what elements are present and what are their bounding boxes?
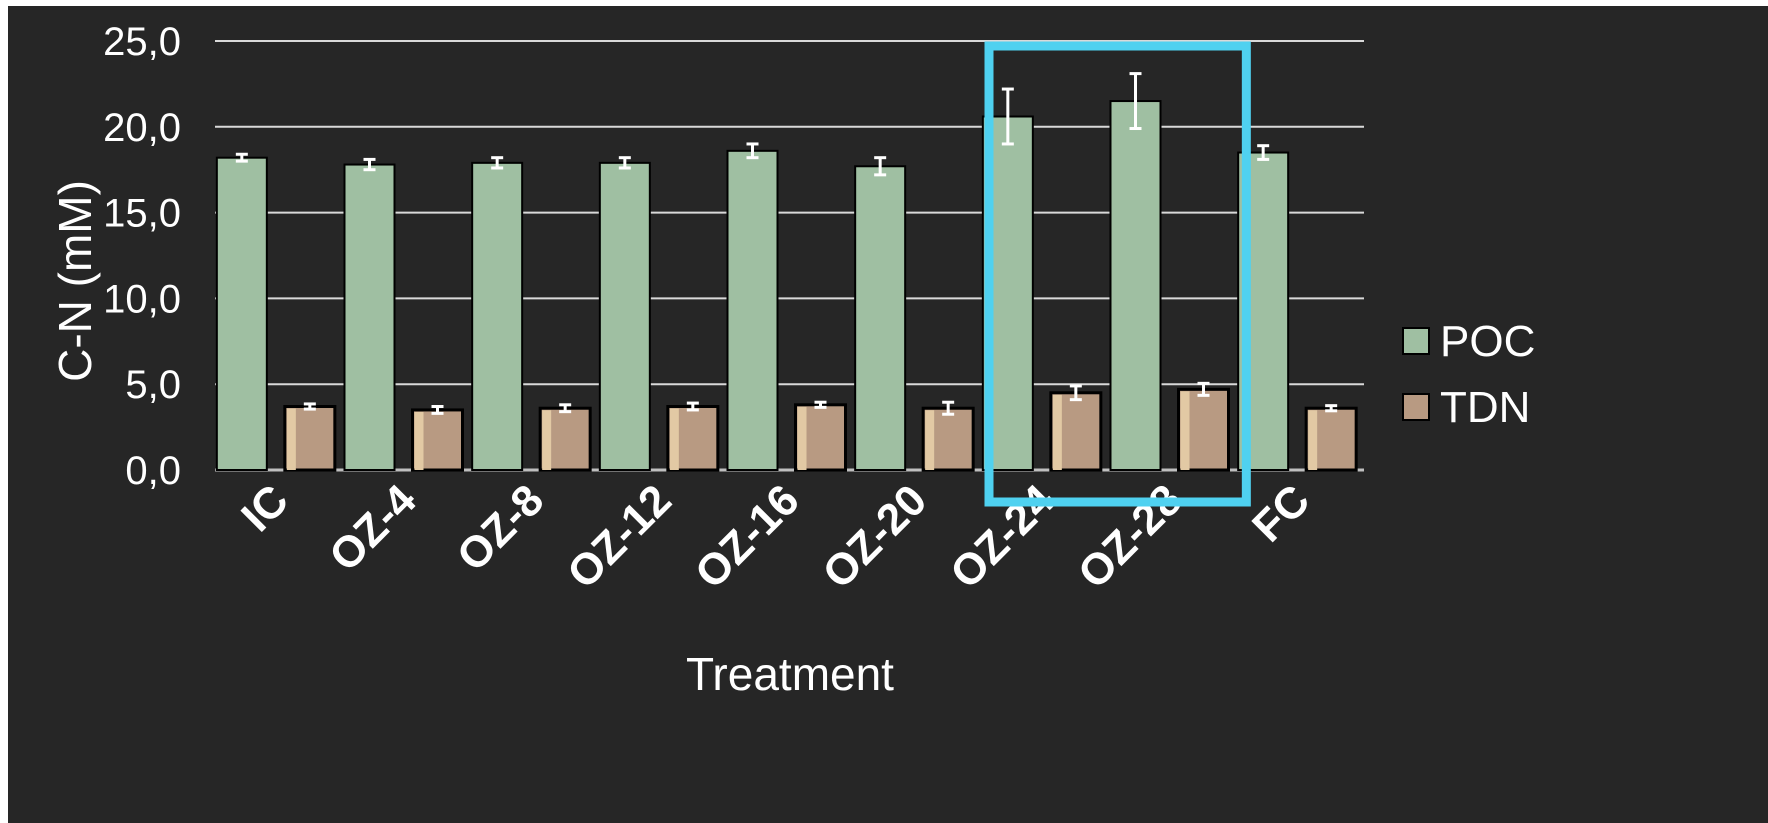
bar-chart: 0,05,010,015,020,025,0 IC OZ-4 OZ-8 OZ-12 OZ… [49,20,1535,700]
y-tick-label: 0,0 [125,449,181,493]
error-bar [1069,384,1082,402]
bar-tdn-shading [1180,391,1190,470]
bar-tdn-shading [925,410,935,470]
legend-swatch-poc [1402,327,1430,355]
error-bar [431,405,444,415]
error-bar [235,152,248,163]
bar-tdn-shading [1308,410,1318,470]
error-bar [491,156,504,170]
y-tick-label: 20,0 [103,106,181,150]
error-bar [363,157,376,172]
bar-tdn-shading [286,408,296,470]
bar-poc [1109,100,1162,471]
error-bar [1001,87,1014,146]
error-bar [746,142,759,160]
gridlines [215,40,1364,472]
bar-poc [598,161,651,471]
x-axis-ticks: IC OZ-4 OZ-8 OZ-12 OZ-16 OZ-20 OZ-24 OZ-28 FC [232,475,1319,598]
y-axis-title: C-N (mM) [49,180,101,382]
error-bars [235,72,1338,416]
bars [215,100,1358,472]
bar-tdn-shading [669,408,679,470]
x-tick-label: OZ-12 [558,475,681,598]
x-tick-label: OZ-4 [320,475,426,581]
error-bar [814,400,827,409]
bar-tdn-shading [797,406,807,470]
x-tick-label: OZ-8 [448,475,554,581]
chart-panel: 0,0 5,0 10,0 15,0 20,0 25,0 IC OZ-4 OZ-8 OZ-12 OZ… [8,6,1768,823]
bar-poc [343,163,396,471]
error-bar [1257,144,1270,161]
error-bar [1197,381,1210,397]
bar-poc [726,149,779,471]
error-bar [559,403,572,414]
x-axis-title: Treatment [686,648,894,700]
x-tick-label: OZ-28 [1069,475,1192,598]
error-bar [618,156,631,170]
bar-tdn-shading [542,410,552,470]
bar-poc [854,165,907,471]
error-bar [303,402,316,411]
x-tick-label: OZ-20 [813,475,936,598]
error-bar [942,400,955,416]
legend-label-tdn: TDN [1440,383,1530,432]
y-axis-ticks: 0,0 5,0 10,0 15,0 20,0 25,0 [103,20,181,493]
legend-label-poc: POC [1440,317,1535,366]
y-tick-label: 5,0 [125,363,181,407]
bar-tdn-shading [1052,394,1062,470]
bar-poc [215,156,268,472]
x-tick-label: FC [1243,475,1319,551]
x-tick-label: IC [232,475,298,541]
error-bar [874,156,887,177]
legend-swatch-tdn [1402,393,1430,421]
error-bar [1325,404,1338,413]
y-tick-label: 10,0 [103,277,181,321]
bar-tdn-shading [414,411,424,470]
error-bar [686,401,699,412]
bar-poc [471,161,524,471]
y-tick-label: 25,0 [103,20,181,64]
legend: POC TDN [1402,317,1535,432]
error-bar [1129,72,1142,131]
highlight-box-rect [984,41,1251,507]
x-tick-label: OZ-24 [941,475,1064,598]
y-tick-label: 15,0 [103,192,181,236]
x-tick-label: OZ-16 [686,475,809,598]
highlight-box [984,41,1251,507]
